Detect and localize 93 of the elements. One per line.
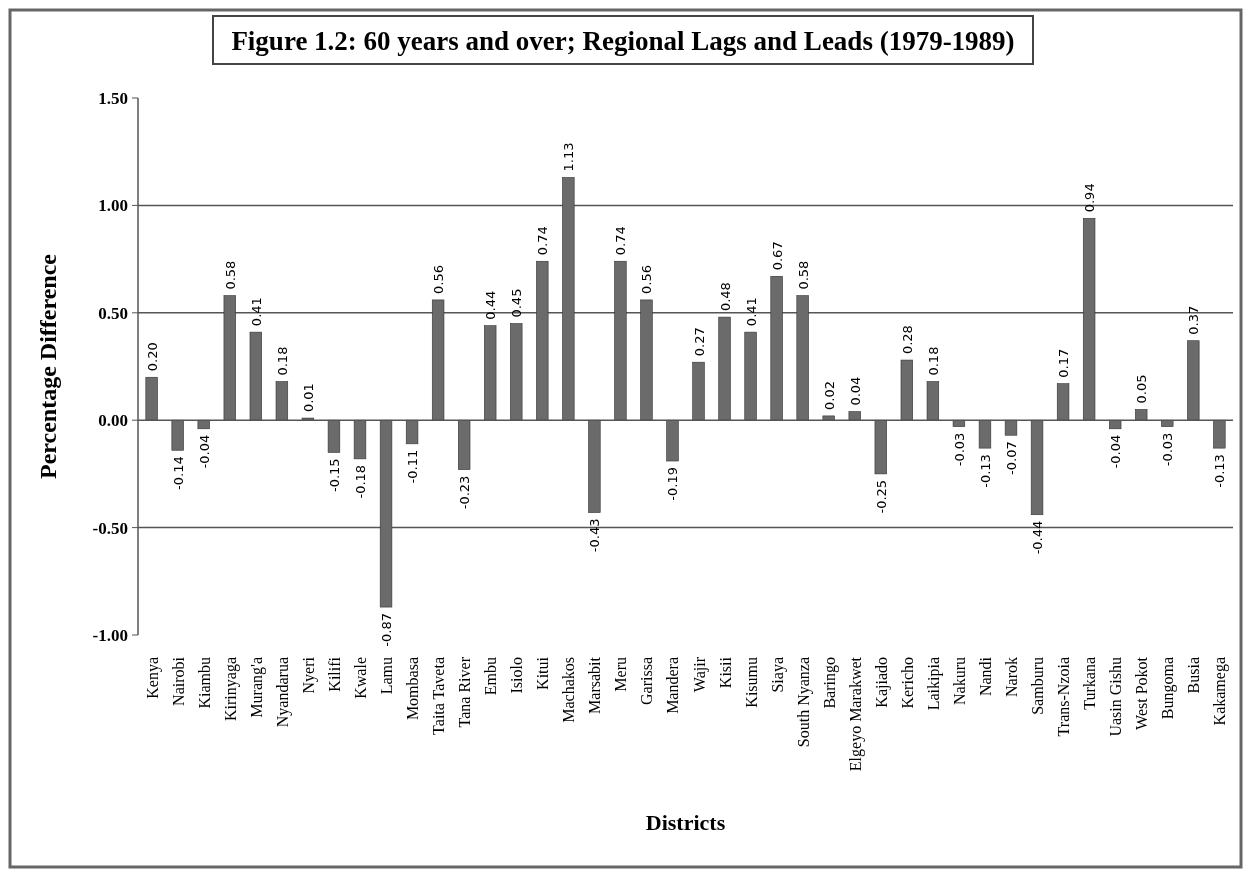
- y-tick-label: 1.50: [98, 88, 128, 108]
- x-tick-label: Murang'a: [247, 657, 266, 718]
- data-label: 0.44: [483, 290, 499, 320]
- data-label: 0.18: [925, 346, 941, 376]
- data-label: 0.56: [639, 264, 655, 294]
- data-label: 0.20: [144, 342, 160, 372]
- chart-title: Figure 1.2: 60 years and over; Regional Lags and Leads (1979-1989): [231, 26, 1015, 56]
- x-tick-label: Kenya: [143, 657, 162, 699]
- x-tick-label: Elgeyo Marakwet: [846, 656, 865, 772]
- data-label: 0.01: [300, 383, 316, 413]
- data-label: 0.48: [717, 282, 733, 312]
- y-tick-label: -0.50: [92, 518, 128, 538]
- x-tick-label: Turkana: [1081, 657, 1099, 710]
- x-tick-label: South Nyanza: [794, 657, 813, 748]
- x-tick-label: Nairobi: [169, 656, 187, 706]
- x-tick-label: Samburu: [1029, 657, 1047, 715]
- data-label: 0.94: [1082, 183, 1098, 213]
- data-label: 0.37: [1186, 305, 1202, 335]
- x-tick-label: Meru: [612, 657, 630, 692]
- x-tick-label: Kajiado: [872, 657, 891, 708]
- y-tick-label: 1.00: [98, 196, 128, 216]
- y-axis-title: Percentage Difference: [35, 253, 61, 479]
- y-tick-label: -1.00: [92, 625, 128, 645]
- x-tick-label: Kitui: [534, 656, 552, 690]
- data-label: -0.11: [405, 449, 421, 484]
- data-label: -0.43: [587, 518, 603, 553]
- data-label: -0.03: [1160, 432, 1176, 467]
- x-tick-label: Nandi: [976, 656, 994, 697]
- x-tick-label: Laikipia: [924, 657, 943, 711]
- x-tick-label: Uasin Gishu: [1107, 657, 1125, 737]
- data-label: -0.03: [951, 432, 967, 467]
- data-label: 0.27: [691, 327, 707, 357]
- x-tick-label: Bungoma: [1159, 657, 1178, 720]
- x-tick-label: Kwale: [351, 657, 369, 699]
- x-tick-label: Taita Taveta: [430, 657, 448, 735]
- x-tick-label: Machakos: [560, 657, 578, 723]
- x-tick-label: Trans-Nzoia: [1055, 657, 1073, 737]
- y-tick-label: 0.50: [98, 303, 128, 323]
- x-tick-label: Kakamega: [1211, 657, 1230, 726]
- data-label: -0.23: [457, 475, 473, 510]
- data-label: 0.58: [795, 260, 811, 290]
- x-tick-label: Nakuru: [950, 657, 968, 705]
- data-label: 0.04: [847, 376, 863, 406]
- x-tick-label: West Pokot: [1133, 656, 1151, 730]
- data-label: -0.19: [665, 467, 681, 501]
- data-label: 0.18: [274, 346, 290, 376]
- data-label: -0.07: [1004, 441, 1020, 475]
- x-tick-label: Mandera: [664, 657, 682, 714]
- x-tick-label: Narok: [1003, 657, 1021, 697]
- data-label: 0.45: [509, 288, 525, 318]
- y-tick-label: 0.00: [98, 411, 128, 431]
- data-label: 0.41: [248, 297, 264, 327]
- x-tick-label: Kisumu: [742, 657, 760, 708]
- x-tick-label: Embu: [482, 657, 500, 696]
- x-tick-label: Baringo: [820, 657, 839, 709]
- data-label: 0.41: [743, 297, 759, 327]
- x-tick-label: Mombasa: [404, 657, 422, 721]
- x-tick-label: Kilifi: [325, 656, 343, 692]
- data-label: -0.44: [1030, 520, 1046, 555]
- data-label: -0.25: [873, 479, 889, 514]
- x-tick-label: Nyeri: [299, 656, 318, 694]
- x-tick-label: Kericho: [898, 657, 916, 709]
- data-label: 0.58: [222, 260, 238, 290]
- x-tick-label: Garissa: [638, 657, 656, 705]
- data-label: 0.17: [1056, 348, 1072, 378]
- data-label: -0.04: [196, 434, 212, 469]
- x-tick-label: Kiambu: [195, 657, 213, 709]
- x-tick-label: Busia: [1185, 657, 1203, 694]
- data-label: 0.02: [821, 380, 837, 410]
- x-tick-label: Lamu: [378, 657, 396, 695]
- data-label: -0.04: [1108, 434, 1124, 469]
- data-label: 0.74: [613, 226, 629, 256]
- data-label: -0.87: [379, 613, 395, 647]
- data-label: -0.18: [352, 464, 368, 499]
- data-label: 1.13: [561, 142, 577, 172]
- x-tick-label: Tana River: [456, 656, 474, 728]
- x-tick-label: Isiolo: [508, 657, 526, 694]
- x-tick-label: Marsabit: [586, 656, 604, 714]
- data-label: 0.67: [769, 241, 785, 271]
- x-tick-label: Kirinyaga: [221, 657, 240, 721]
- data-label: 0.74: [535, 226, 551, 256]
- data-label: -0.14: [170, 456, 186, 490]
- data-label: -0.15: [326, 458, 342, 493]
- x-tick-label: Nyandarua: [273, 657, 292, 728]
- data-label: 0.56: [431, 264, 447, 294]
- data-label: 0.05: [1134, 374, 1150, 404]
- x-tick-label: Wajir: [690, 656, 709, 693]
- data-label: 0.28: [899, 325, 915, 355]
- x-axis-title: Districts: [645, 810, 726, 835]
- data-label: -0.13: [977, 454, 993, 488]
- x-tick-label: Kisii: [716, 656, 734, 689]
- data-label: -0.13: [1212, 454, 1228, 488]
- x-tick-label: Siaya: [768, 657, 787, 693]
